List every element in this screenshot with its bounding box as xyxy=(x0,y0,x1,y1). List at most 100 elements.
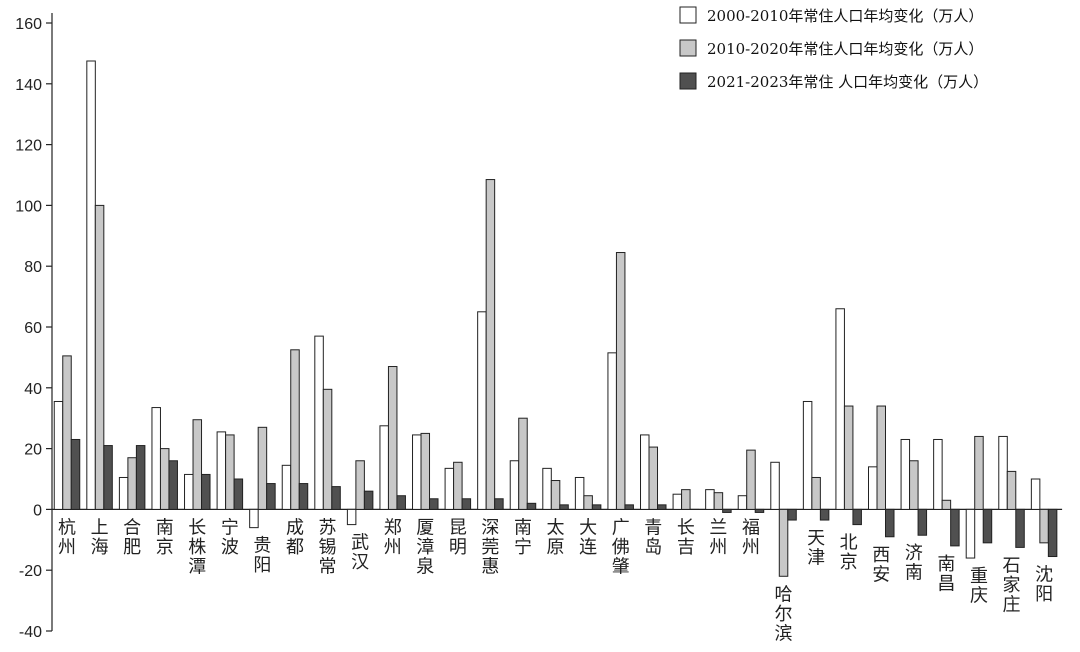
bar-series-1 xyxy=(998,435,1008,510)
bar-series-3 xyxy=(429,498,439,510)
category-label: 成都 xyxy=(286,517,304,558)
bar-series-2 xyxy=(322,388,333,510)
bar-series-1 xyxy=(509,460,520,510)
category-label: 宁波 xyxy=(221,517,239,558)
bar-series-3 xyxy=(135,445,146,510)
y-tick-label: 60 xyxy=(24,320,42,337)
legend-item: 2021-2023年常住 人口年均变化（万人） xyxy=(679,72,988,91)
bar-series-3 xyxy=(298,483,309,510)
bar-series-1 xyxy=(933,438,943,510)
y-tick-label: 80 xyxy=(24,259,42,276)
bar-series-2 xyxy=(1039,508,1049,544)
bar-series-2 xyxy=(843,405,854,510)
category-label: 石家庄 xyxy=(1003,555,1021,615)
category-label: 太原 xyxy=(547,517,565,558)
legend-swatch xyxy=(679,72,697,90)
bar-group xyxy=(509,417,537,510)
bar-series-1 xyxy=(705,489,715,510)
bar-series-3 xyxy=(70,438,81,510)
bar-series-2 xyxy=(648,446,659,510)
y-tick-label: 20 xyxy=(24,442,42,459)
bar-series-2 xyxy=(453,461,463,510)
legend-label: 2000-2010年常住人口年均变化（万人） xyxy=(707,7,983,25)
y-tick-label: 140 xyxy=(15,77,42,94)
bar-series-2 xyxy=(159,448,170,510)
legend-swatch xyxy=(679,39,697,57)
bar-series-1 xyxy=(770,461,780,510)
bar-series-1 xyxy=(53,400,64,510)
bar-series-1 xyxy=(640,434,650,510)
category-label: 济南 xyxy=(905,543,923,584)
bar-series-1 xyxy=(1030,478,1041,510)
bar-series-3 xyxy=(168,460,178,510)
bar-group xyxy=(477,179,504,510)
category-label: 福州 xyxy=(742,517,760,558)
bar-series-1 xyxy=(249,508,259,529)
category-label: 北京 xyxy=(840,533,858,574)
bar-group xyxy=(444,461,472,510)
bar-series-2 xyxy=(550,480,561,510)
legend-item: 2000-2010年常住人口年均变化（万人） xyxy=(679,6,983,25)
bar-group xyxy=(998,435,1025,548)
bar-group xyxy=(933,438,960,547)
category-label: 广佛肇 xyxy=(612,517,630,577)
bars xyxy=(53,60,1058,577)
y-tick-label: 40 xyxy=(24,381,42,398)
legend-swatch xyxy=(679,6,697,24)
bar-series-2 xyxy=(876,405,886,510)
legend-label: 2010-2020年常住人口年均变化（万人） xyxy=(707,40,983,58)
bar-series-1 xyxy=(802,400,813,510)
bar-series-3 xyxy=(363,490,374,510)
bar-series-3 xyxy=(233,478,244,510)
bar-group xyxy=(900,438,928,536)
bar-series-3 xyxy=(1047,508,1058,558)
bar-series-1 xyxy=(672,493,683,510)
bar-series-3 xyxy=(494,498,504,510)
bar-series-2 xyxy=(713,492,724,510)
bar-series-2 xyxy=(518,417,528,510)
category-label: 深莞惠 xyxy=(481,517,499,577)
bar-series-3 xyxy=(103,445,113,510)
bar-series-1 xyxy=(314,335,324,510)
bar-series-2 xyxy=(1006,470,1017,510)
bar-group xyxy=(965,435,993,559)
bar-series-1 xyxy=(835,308,845,510)
bar-series-2 xyxy=(909,460,919,510)
bar-group xyxy=(868,405,895,538)
category-label: 苏锡常 xyxy=(319,517,337,577)
bar-series-2 xyxy=(583,495,593,510)
bar-series-3 xyxy=(657,504,667,510)
y-tick-label: -20 xyxy=(19,563,42,580)
bar-group xyxy=(737,449,765,513)
bar-group xyxy=(607,252,634,510)
bar-series-3 xyxy=(852,508,862,526)
category-label: 天津 xyxy=(807,528,825,569)
bar-group xyxy=(802,400,830,521)
y-tick-label: 120 xyxy=(15,138,42,155)
bar-series-3 xyxy=(885,508,895,538)
category-label: 长株潭 xyxy=(188,517,206,577)
category-label: 上海 xyxy=(91,517,109,558)
category-label: 大连 xyxy=(579,517,597,558)
bar-group xyxy=(249,426,276,529)
bar-series-3 xyxy=(982,508,993,544)
category-label: 郑州 xyxy=(384,517,402,558)
category-label: 贵阳 xyxy=(253,536,271,577)
bar-series-3 xyxy=(526,502,537,510)
bar-group xyxy=(705,489,732,513)
bar-group xyxy=(640,434,667,510)
bar-series-3 xyxy=(591,504,602,510)
bar-group xyxy=(86,60,113,510)
bar-series-1 xyxy=(574,476,585,510)
bar-series-1 xyxy=(542,467,552,510)
bar-series-2 xyxy=(387,366,398,510)
bar-series-1 xyxy=(965,508,976,559)
category-label: 重庆 xyxy=(970,566,988,607)
bar-series-2 xyxy=(746,449,756,510)
y-tick-label: -40 xyxy=(19,624,42,641)
category-label: 武汉 xyxy=(351,533,369,574)
bar-series-2 xyxy=(681,489,691,510)
bar-series-1 xyxy=(412,434,422,510)
bar-series-2 xyxy=(778,508,789,577)
